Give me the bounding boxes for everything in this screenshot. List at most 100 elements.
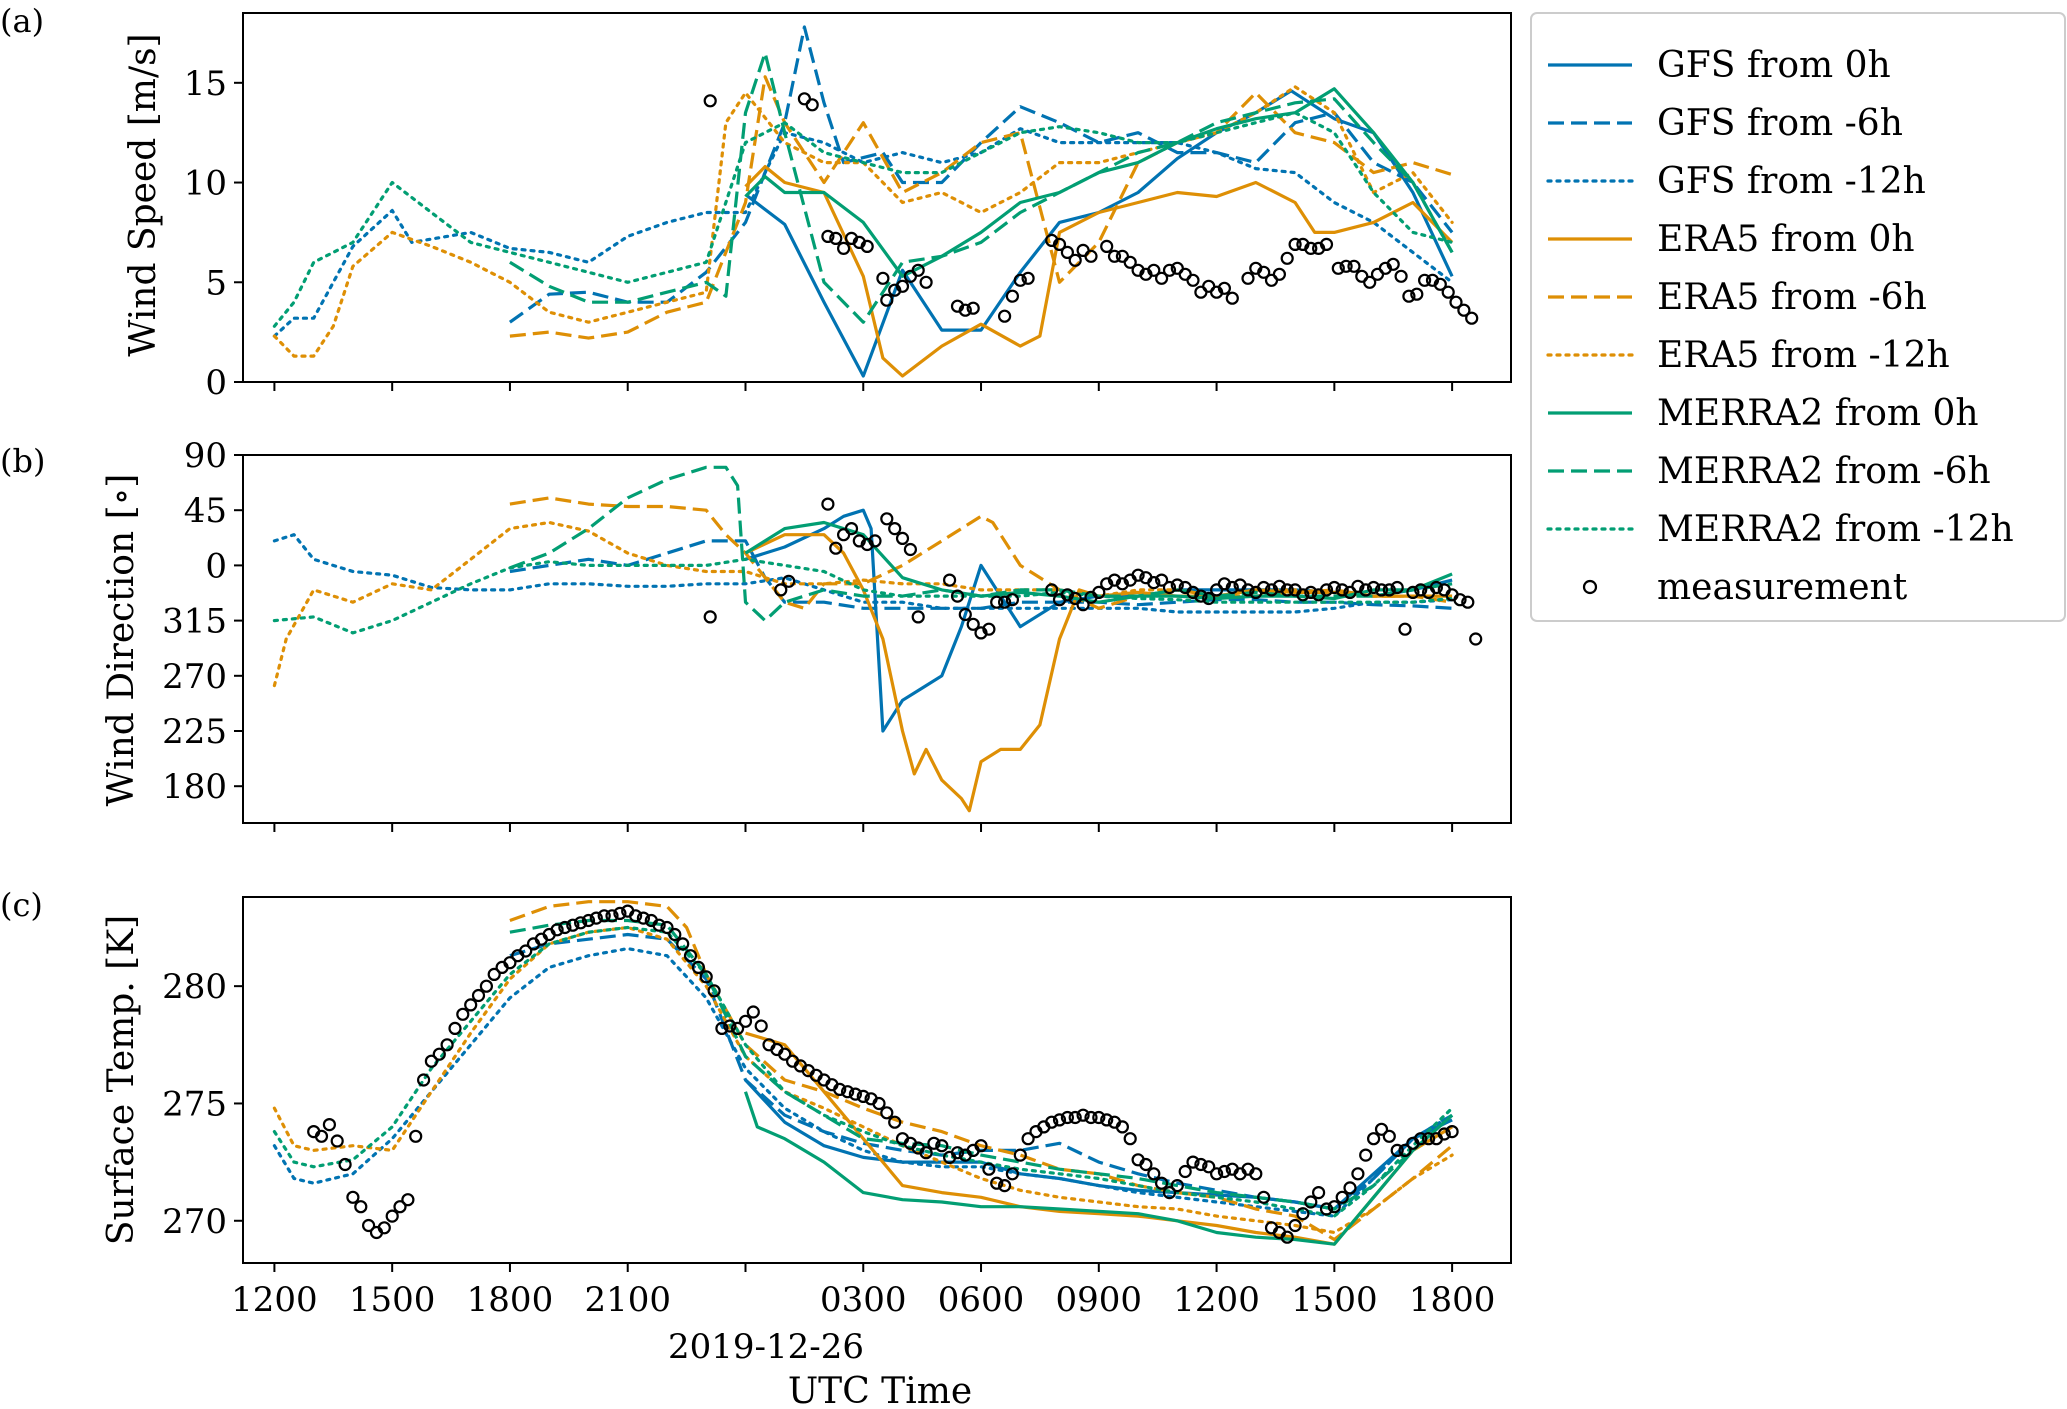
measurement-point-c (1147, 1167, 1161, 1181)
panel-a-wind-speed: 0 5 10 15 (184, 12, 1512, 403)
measurement-point-a (1319, 237, 1334, 251)
measurement-point-a (1100, 239, 1114, 253)
xtick-label: 1500 (349, 1280, 436, 1320)
panel-label-b: (b) (0, 442, 45, 480)
legend-label: ERA5 from -6h (1657, 277, 1927, 318)
series-b-gfs-from--12h (272, 533, 1454, 614)
measurement-point-c (605, 909, 619, 923)
measurement-point-c (1084, 1110, 1098, 1125)
measurement-point-b (1202, 591, 1216, 606)
measurement-point-c (479, 979, 493, 993)
legend-item: GFS from -6h (1548, 103, 1903, 144)
measurement-point-a (1225, 291, 1239, 305)
measurement-point-b (1225, 580, 1239, 595)
series-a-merra2-from--6h (509, 51, 1454, 324)
legend-item: ERA5 from 0h (1548, 219, 1915, 260)
x-date-label: 2019-12-26 (668, 1327, 864, 1367)
measurement-point-a (1154, 271, 1169, 285)
legend-item: GFS from -12h (1546, 161, 1926, 202)
measurement-point-c (432, 1047, 446, 1061)
measurement-point-c (738, 1014, 753, 1028)
xtick-label: 0300 (820, 1280, 907, 1320)
measurement-point-a (1347, 259, 1361, 273)
measurement-point-a (1457, 303, 1471, 317)
ytick-label-a: 0 (205, 363, 227, 403)
measurement-point-c (1194, 1157, 1208, 1172)
measurement-point-a (1241, 271, 1255, 285)
measurement-point-c (1335, 1190, 1349, 1204)
measurement-point-c (974, 1139, 988, 1153)
measurement-point-c (1170, 1178, 1184, 1193)
measurement-point-a (1021, 271, 1035, 285)
measurement-point-c (330, 1134, 344, 1148)
measurement-point-c (1217, 1164, 1232, 1179)
measurement-point-c (1100, 1113, 1114, 1127)
measurement-point-a (1060, 245, 1075, 259)
measurement-point-a (1402, 289, 1416, 303)
measurement-point-b (1461, 595, 1475, 609)
series-a-era5-from-0h (744, 165, 1454, 378)
measurement-point-b (868, 534, 882, 548)
measurement-point-b (1335, 583, 1349, 597)
measurement-point-b (703, 610, 717, 624)
measurement-point-a (966, 301, 980, 315)
measurement-point-c (982, 1162, 996, 1176)
measurement-point-a (1186, 273, 1200, 287)
measurement-point-c (1123, 1132, 1137, 1146)
measurement-point-c (1209, 1167, 1224, 1181)
legend-item: MERRA2 from -6h (1548, 451, 1991, 492)
measurement-point-b (1296, 588, 1310, 602)
measurement-point-b (982, 622, 996, 636)
legend: GFS from 0h GFS from -6h GFS from -12h ERA5… (1530, 12, 2066, 622)
measurement-point-a (1465, 311, 1479, 325)
legend-label: MERRA2 from 0h (1657, 393, 1979, 434)
measurement-point-a (1441, 285, 1455, 299)
measurement-point-c (872, 1096, 886, 1111)
ytick-label-a: 15 (184, 64, 227, 104)
measurement-point-b (844, 521, 859, 536)
measurement-point-b (1115, 577, 1130, 591)
measurement-point-a (1052, 237, 1067, 251)
legend-item: ERA5 from -6h (1548, 277, 1927, 318)
series-b-merra2-from--12h (272, 557, 1454, 635)
measurement-point-c (471, 988, 486, 1003)
measurement-point-c (448, 1021, 462, 1036)
series-c-gfs-from--12h (272, 947, 1454, 1218)
ytick-label-b: 315 (162, 602, 227, 642)
measurement-point-c (424, 1054, 438, 1068)
measurement-point-c (919, 1146, 933, 1160)
measurement-point-c (487, 967, 501, 982)
series-b-gfs-from-0h (745, 508, 1453, 733)
axes-frame-a (242, 12, 1512, 383)
measurement-point-c (683, 949, 698, 963)
legend-label: MERRA2 from -12h (1657, 509, 2014, 550)
measurement-point-c (1445, 1124, 1459, 1139)
measurement-point-a (997, 309, 1012, 323)
measurement-point-c (1319, 1202, 1334, 1216)
measurement-point-b (782, 574, 796, 588)
measurement-point-c (401, 1193, 415, 1207)
series-c-era5-from--6h (509, 900, 1454, 1242)
xtick-label: 0900 (1056, 1280, 1143, 1320)
measurement-point-c (1390, 1143, 1404, 1158)
measurement-point-b (1045, 583, 1059, 597)
measurement-point-b (895, 531, 910, 546)
measurement-point-b (1241, 583, 1255, 597)
measurement-point-c (322, 1117, 336, 1132)
legend-item: MERRA2 from 0h (1548, 393, 1979, 434)
measurement-point-b (950, 589, 965, 603)
legend-label: ERA5 from 0h (1657, 219, 1915, 260)
measurement-point-c (613, 906, 627, 921)
measurement-point-b (1406, 585, 1420, 600)
series-a-gfs-from--12h (272, 127, 1454, 338)
measurement-point-c (746, 1005, 760, 1019)
measurement-point-b (1154, 573, 1169, 587)
measurement-point-a (1084, 249, 1098, 263)
measurement-point-a (860, 239, 874, 253)
measurement-point-c (935, 1139, 949, 1153)
measurement-point-c (691, 960, 706, 975)
measurement-point-c (723, 1019, 737, 1033)
measurement-point-a (1304, 241, 1318, 255)
legend-label: GFS from -12h (1657, 161, 1926, 202)
measurement-point-c (1414, 1132, 1428, 1146)
